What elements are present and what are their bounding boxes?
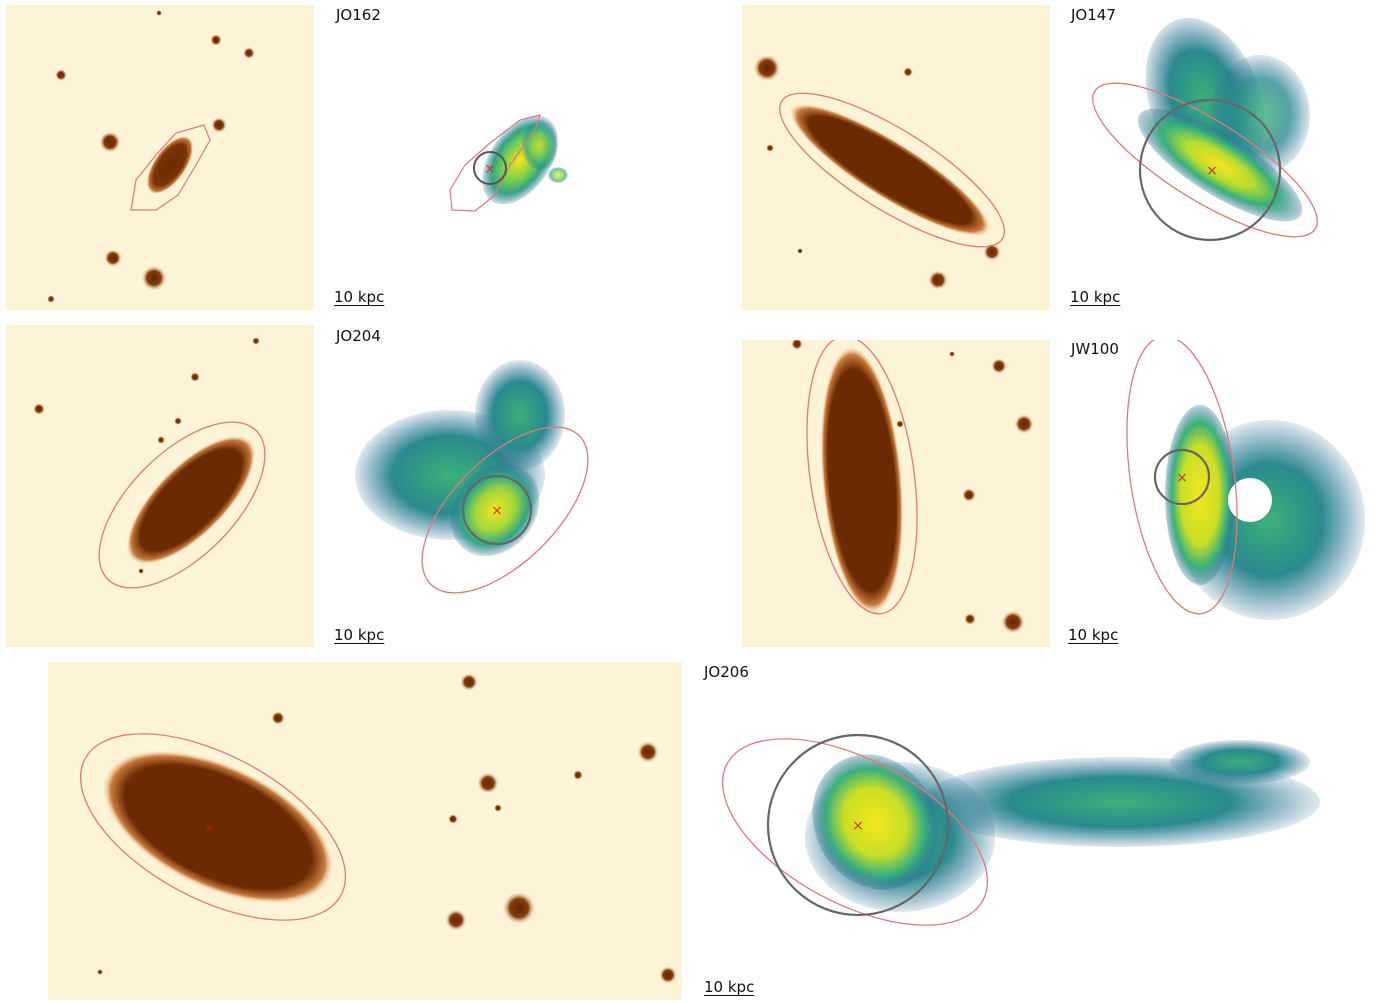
- svg-text:×: ×: [485, 162, 496, 177]
- jo162-emission-map: ×: [330, 5, 630, 310]
- svg-text:×: ×: [1176, 470, 1188, 486]
- galaxy-label: JW100: [1071, 340, 1119, 358]
- jo162-optical-image: [6, 5, 314, 310]
- scale-bar-label: 10 kpc: [334, 288, 385, 306]
- galaxy-label: JO147: [1071, 6, 1116, 24]
- jw100-emission-map: ×: [1065, 340, 1375, 647]
- svg-text:×: ×: [1206, 163, 1218, 179]
- jo204-optical-image: [6, 325, 314, 647]
- jo206-optical-image: ×: [48, 662, 682, 1000]
- scale-bar-label: 10 kpc: [1070, 288, 1121, 306]
- galaxy-label: JO162: [336, 6, 381, 24]
- svg-text:×: ×: [491, 503, 503, 519]
- svg-text:×: ×: [205, 821, 215, 835]
- scale-bar-label: 10 kpc: [704, 978, 755, 996]
- galaxy-label: JO204: [336, 327, 381, 345]
- galaxy-label: JO206: [704, 663, 749, 681]
- svg-text:×: ×: [852, 818, 864, 834]
- jo147-optical-image: [742, 5, 1050, 310]
- scale-bar-label: 10 kpc: [1068, 626, 1119, 644]
- jo204-emission-map: ×: [330, 325, 630, 647]
- jo147-emission-map: ×: [1065, 5, 1365, 310]
- jo206-emission-map: ×: [700, 662, 1380, 1000]
- jw100-optical-image: [742, 340, 1050, 647]
- scale-bar-label: 10 kpc: [334, 626, 385, 644]
